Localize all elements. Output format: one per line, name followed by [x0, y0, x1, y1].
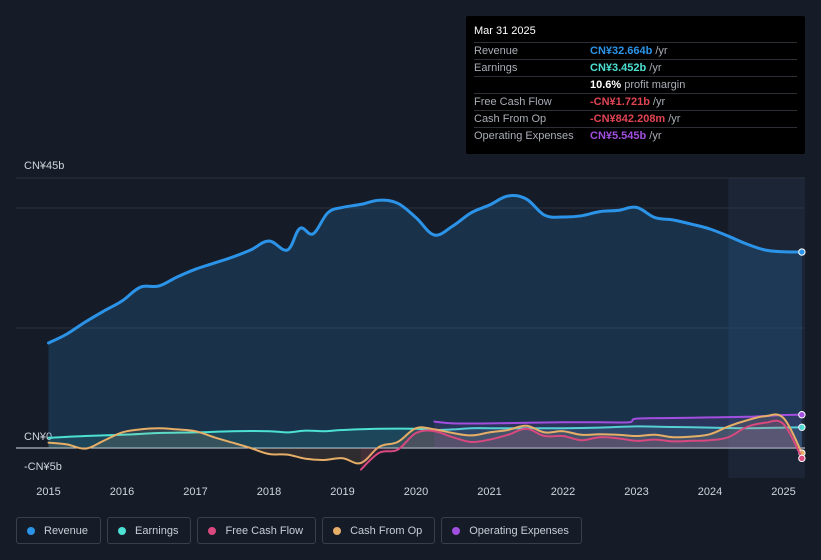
cash-from-op-line — [47, 413, 803, 465]
tooltip-label: Earnings — [474, 62, 518, 74]
legend-item-free-cash-flow[interactable]: Free Cash Flow — [197, 517, 317, 544]
x-tick-label: 2018 — [257, 486, 281, 498]
x-tick-label: 2022 — [551, 486, 575, 498]
operating-expenses-end-marker — [798, 411, 806, 419]
x-tick-label: 2019 — [330, 486, 354, 498]
tooltip-label: Revenue — [474, 45, 519, 57]
x-tick-label: 2020 — [404, 486, 428, 498]
free-cash-flow-line — [359, 419, 803, 471]
tooltip-label: Free Cash Flow — [474, 96, 552, 108]
x-tick-label: 2021 — [477, 486, 501, 498]
y-tick-label: CN¥0 — [24, 431, 52, 443]
legend-label: Revenue — [44, 524, 89, 537]
legend-dot-icon — [452, 526, 461, 535]
tooltip-row: Operating Expenses CN¥5.545b/yr — [474, 127, 797, 144]
tooltip-unit: /yr — [649, 62, 662, 74]
tooltip-row: Revenue CN¥32.664b/yr — [474, 42, 797, 59]
tooltip-unit: /yr — [652, 96, 666, 108]
legend-dot-icon — [333, 526, 342, 535]
tooltip-value: CN¥3.452b — [590, 62, 647, 74]
legend-item-revenue[interactable]: Revenue — [16, 517, 102, 544]
tooltip-row: Earnings CN¥3.452b/yr — [474, 59, 797, 76]
tooltip-unit: /yr — [668, 113, 681, 125]
earnings-end-marker — [798, 423, 806, 431]
tooltip-value: 10.6% — [590, 79, 622, 91]
y-tick-label: CN¥45b — [24, 160, 64, 172]
tooltip-value: CN¥32.664b — [590, 45, 653, 57]
tooltip-date: Mar 31 2025 — [474, 25, 536, 37]
tooltip-unit: /yr — [649, 130, 662, 142]
legend-item-earnings[interactable]: Earnings — [107, 517, 192, 544]
tooltip-unit: /yr — [655, 45, 668, 57]
free-cash-flow-area — [360, 420, 802, 470]
x-tick-label: 2025 — [771, 486, 795, 498]
tooltip-value: -CN¥1.721b — [590, 96, 650, 108]
legend-label: Cash From Op — [350, 524, 423, 537]
operating-expenses-line — [433, 413, 803, 425]
tooltip-value: CN¥5.545b — [590, 130, 647, 142]
tooltip-row: Free Cash Flow -CN¥1.721b/yr — [474, 93, 797, 110]
legend-item-cash-from-op[interactable]: Cash From Op — [322, 517, 436, 544]
y-tick-label: -CN¥5b — [24, 461, 62, 473]
tooltip: Mar 31 2025 Revenue CN¥32.664b/yr Earnings… — [466, 16, 805, 154]
revenue-area — [48, 195, 802, 448]
legend-label: Earnings — [135, 524, 179, 537]
legend-dot-icon — [27, 526, 35, 535]
revenue-line — [47, 194, 804, 345]
tooltip-row: 10.6% profit margin — [474, 76, 797, 93]
revenue-end-marker — [798, 248, 806, 256]
free-cash-flow-end-marker — [798, 454, 806, 463]
legend: Revenue Earnings Free Cash Flow Cash From O… — [16, 517, 582, 544]
x-tick-label: 2015 — [36, 486, 60, 498]
x-tick-label: 2017 — [183, 486, 207, 498]
legend-dot-icon — [208, 526, 217, 535]
legend-dot-icon — [118, 526, 127, 535]
x-tick-label: 2023 — [624, 486, 648, 498]
tooltip-value: -CN¥842.208m — [590, 113, 666, 125]
x-tick-label: 2024 — [698, 486, 722, 498]
tooltip-label: Operating Expenses — [474, 130, 574, 142]
legend-label: Operating Expenses — [469, 524, 569, 537]
legend-item-operating-expenses[interactable]: Operating Expenses — [441, 517, 582, 544]
cash-from-op-area — [48, 414, 802, 464]
tooltip-row: Cash From Op -CN¥842.208m/yr — [474, 110, 797, 127]
tooltip-label — [474, 77, 590, 93]
tooltip-unit: profit margin — [624, 79, 686, 91]
x-tick-label: 2016 — [110, 486, 134, 498]
legend-label: Free Cash Flow — [225, 524, 304, 537]
tooltip-label: Cash From Op — [474, 113, 547, 125]
